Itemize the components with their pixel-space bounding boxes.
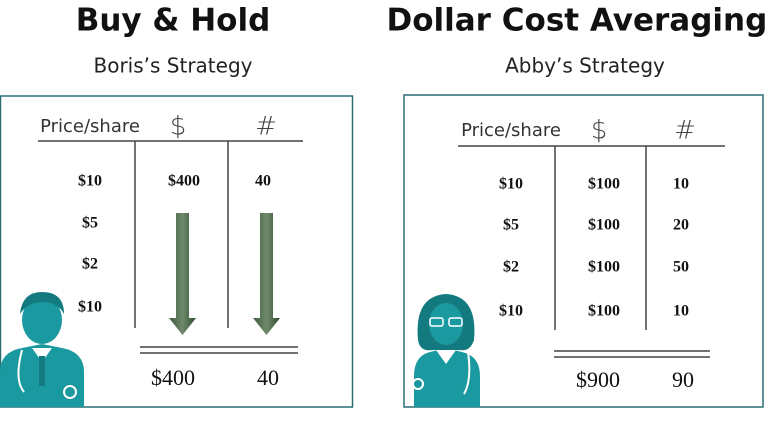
table-cell: $100	[588, 176, 620, 193]
table-cell: $10	[499, 303, 523, 320]
table-cell: 20	[673, 217, 689, 234]
table-cell: $100	[588, 303, 620, 320]
column-header: #	[674, 116, 696, 146]
panel-frame	[403, 94, 764, 408]
table-cell: $5	[82, 215, 98, 232]
total-value: 90	[672, 367, 694, 392]
column-header: Price/share	[40, 116, 140, 137]
table-cell: 50	[673, 259, 689, 276]
column-header: $	[170, 112, 187, 142]
table-cell: $100	[588, 217, 620, 234]
total-value: $400	[151, 365, 195, 390]
down-arrow	[253, 213, 280, 335]
panel-title: Dollar Cost Averaging*	[386, 3, 768, 39]
table-cell: $100	[588, 259, 620, 276]
down-arrow	[169, 213, 196, 335]
column-header: $	[591, 116, 608, 146]
panel-title: Buy & Hold	[76, 3, 271, 39]
table-cell: $400	[168, 173, 200, 190]
doctor-icon	[0, 292, 84, 407]
table-cell: 10	[673, 303, 689, 320]
total-value: 40	[257, 365, 279, 390]
table-cell: $5	[503, 217, 519, 234]
table-cell: 10	[673, 176, 689, 193]
panel-subtitle: Boris’s Strategy	[94, 54, 253, 78]
doctor-icon	[412, 294, 480, 407]
table-cell: $10	[499, 176, 523, 193]
panel-frame	[0, 95, 354, 408]
table-lines	[38, 140, 725, 358]
table-cell: 40	[255, 173, 271, 190]
table-cell: $2	[503, 259, 519, 276]
column-header: #	[255, 112, 277, 142]
panel-subtitle: Abby’s Strategy	[505, 54, 665, 78]
table-cell: $10	[78, 173, 102, 190]
table-cell: $2	[82, 256, 98, 273]
column-header: Price/share	[461, 120, 561, 141]
table-cell: $10	[78, 299, 102, 316]
total-value: $900	[576, 367, 620, 392]
